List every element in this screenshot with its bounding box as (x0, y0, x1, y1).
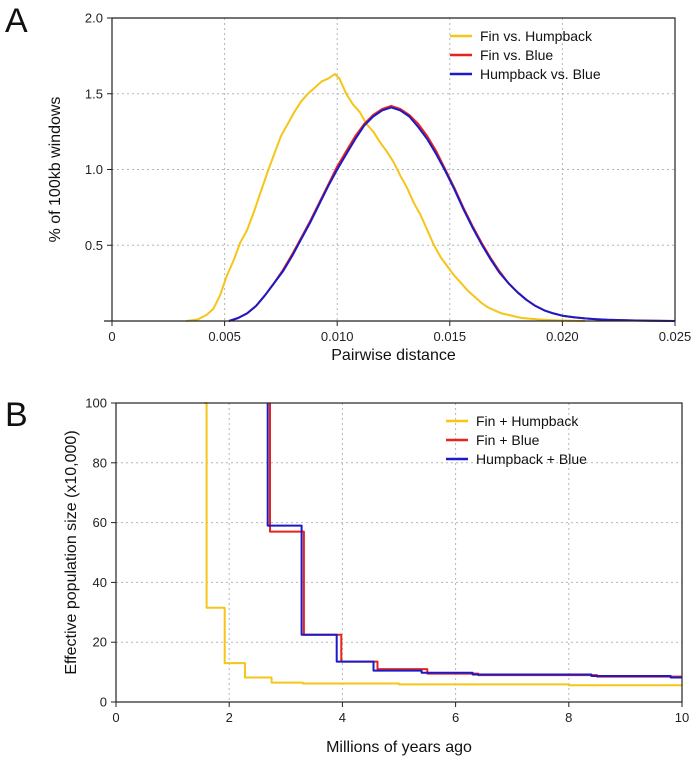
panel-b-ytick-label: 40 (93, 575, 107, 590)
panel-a-ytick-label: 2.0 (85, 11, 103, 26)
panel-b-xlabel: Millions of years ago (326, 739, 472, 756)
panel-a-legend-label: Fin vs. Humpback (480, 28, 593, 44)
panel-b-xtick-label: 0 (112, 710, 119, 725)
panel-a-letter: A (5, 2, 28, 40)
panel-a-ytick-label: 1.0 (85, 162, 103, 177)
panel-a-xtick-label: 0 (108, 329, 115, 344)
panel-a-xtick-label: 0.010 (321, 329, 354, 344)
panel-a-xlabel: Pairwise distance (331, 347, 456, 364)
panel-a-xtick-label: 0.015 (434, 329, 467, 344)
panel-b-legend-label: Humpback + Blue (476, 451, 587, 467)
panel-a-legend-label: Humpback vs. Blue (480, 66, 601, 82)
panel-b-ytick-label: 0 (100, 695, 107, 710)
panel-b-xtick-label: 10 (675, 710, 689, 725)
panel-b-series-humpback-blue (266, 403, 682, 679)
panel-b-ytick-label: 20 (93, 635, 107, 650)
panel-a-series-fin-vs-humpback (186, 73, 585, 322)
panel-b-ylabel: Effective population size (x10,000) (63, 430, 80, 674)
panel-a-ytick-label: 0.5 (85, 238, 103, 253)
panel-a-xtick-label: 0.020 (546, 329, 579, 344)
panel-b-xtick-label: 8 (565, 710, 572, 725)
panel-b-series-fin-humpback (204, 402, 682, 687)
panel-b-frame (115, 402, 683, 703)
panel-a-legend-label: Fin vs. Blue (480, 47, 553, 63)
panel-b-xtick-label: 4 (339, 710, 346, 725)
panel-a-series-humpback-vs-blue (228, 106, 676, 322)
panel-b-legend-label: Fin + Blue (476, 432, 540, 448)
panel-a-ytick-label: 1.5 (85, 86, 103, 101)
panel-b-ytick-label: 100 (85, 396, 107, 411)
panel-a-xtick-label: 0.005 (208, 329, 241, 344)
panel-b-xtick-label: 6 (452, 710, 459, 725)
panel-a-ylabel: % of 100kb windows (47, 97, 64, 243)
panel-a-series-fin-vs-blue (228, 104, 676, 322)
panel-b-letter: B (5, 396, 28, 434)
panel-b-ytick-label: 60 (93, 515, 107, 530)
panel-b-xtick-label: 2 (226, 710, 233, 725)
panel-a-xtick-label: 0.025 (659, 329, 692, 344)
panel-b-ytick-label: 80 (93, 455, 107, 470)
panel-b-legend-label: Fin + Humpback (476, 413, 579, 429)
